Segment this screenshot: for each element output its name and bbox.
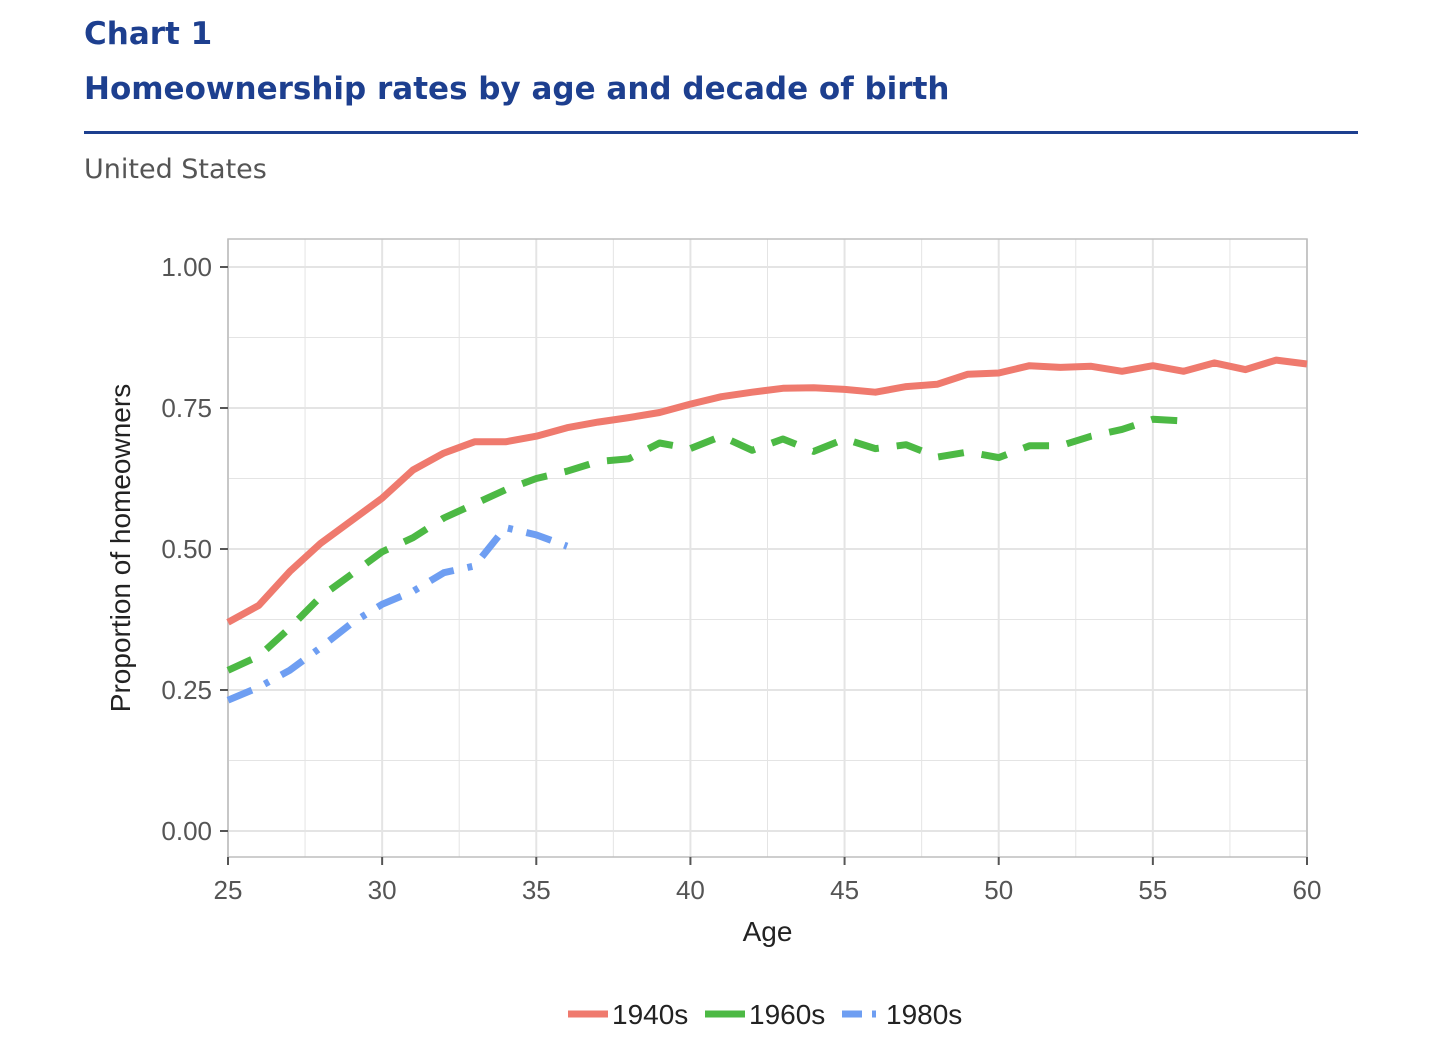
grid <box>227 239 1308 857</box>
series-line-1980s <box>226 524 569 704</box>
x-tick-label: 45 <box>830 875 859 905</box>
y-tick-label: 0.50 <box>161 534 212 564</box>
series-line-1960s <box>226 415 1184 674</box>
x-tick-label: 30 <box>368 875 397 905</box>
y-axis-title: Proportion of homeowners <box>105 384 136 712</box>
axes: 25 30 35 40 45 50 55 60 0.00 0.25 0.50 0.75 1.00 <box>161 252 1321 905</box>
series-lines <box>226 356 1308 704</box>
legend-label-1960s: 1960s <box>749 999 825 1030</box>
x-axis-title: Age <box>743 916 793 947</box>
legend-label-1980s: 1980s <box>886 999 962 1030</box>
chart-subtitle: United States <box>84 154 267 185</box>
chart-title: Homeownership rates by age and decade of… <box>84 71 950 107</box>
x-tick-label: 55 <box>1138 875 1167 905</box>
x-tick-label: 25 <box>214 875 243 905</box>
x-tick-label: 40 <box>676 875 705 905</box>
y-tick-label: 1.00 <box>161 252 212 282</box>
y-tick-label: 0.75 <box>161 393 212 423</box>
legend: 1940s 1960s 1980s <box>568 999 962 1030</box>
y-tick-label: 0.25 <box>161 675 212 705</box>
chart-label: Chart 1 <box>84 16 213 52</box>
series-line-1940s <box>226 356 1308 626</box>
x-tick-label: 35 <box>522 875 551 905</box>
x-tick-label: 60 <box>1293 875 1322 905</box>
legend-label-1940s: 1940s <box>612 999 688 1030</box>
y-tick-label: 0.00 <box>161 816 212 846</box>
x-tick-label: 50 <box>984 875 1013 905</box>
title-divider <box>84 131 1358 134</box>
